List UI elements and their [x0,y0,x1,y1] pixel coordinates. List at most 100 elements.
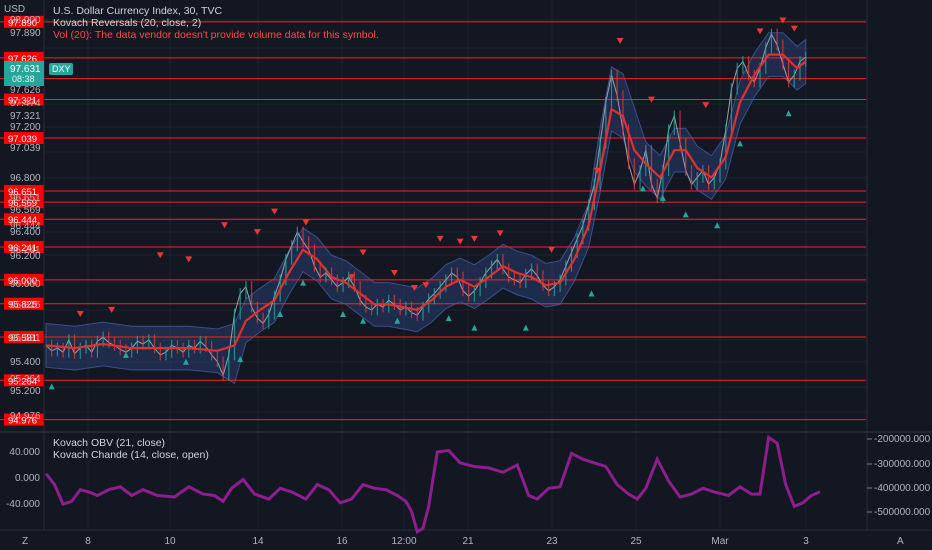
obv-line [44,434,821,535]
reversal-down-mark [616,37,624,44]
reversal-down-mark [422,282,430,289]
reversal-down-mark [647,96,655,103]
price-axis-label: 96.800 [10,173,41,184]
reversal-down-mark [359,249,367,256]
level-tag [4,413,44,426]
moving-average [45,53,807,352]
osc-right-label: -200000.000 [874,434,931,445]
price-axis-label: 96.241 [10,245,41,256]
time-axis-label: 3 [803,536,809,547]
reversal-up-mark [445,315,452,322]
reversal-down-mark [270,208,278,215]
legend-chande[interactable]: Kovach Chande (14, close, open) [53,449,209,461]
legend-obv[interactable]: Kovach OBV (21, close) [53,437,165,449]
reversal-down-mark [156,252,164,259]
level-tag [4,331,44,344]
price-axis-label: 97.474 [10,98,41,109]
price-axis-label: 96.200 [10,251,41,262]
osc-right-label: -400000.000 [874,483,931,494]
level-tag-label: 95.264 [8,376,37,387]
time-axis-label: 10 [164,536,176,547]
reversal-up-mark [300,279,307,286]
timezone-corner-left[interactable]: Z [22,536,28,547]
reversal-down-mark [221,222,229,229]
level-tag [4,51,44,64]
reversal-up-mark [737,140,744,147]
reversal-down-mark [348,274,356,281]
reversal-up-mark [237,356,244,363]
level-tag [4,297,44,310]
ma-line [45,53,807,352]
current-price-countdown: 08:38 [12,74,35,84]
reversal-up-mark [471,324,478,331]
price-axis-label: 95.200 [10,386,41,397]
level-tag-label: 97.039 [8,134,37,145]
current-price-bg [4,61,44,86]
price-axis[interactable]: 98.00097.89097.62697.47497.32197.20097.0… [10,15,41,422]
price-axis-label: 94.976 [10,411,41,422]
osc-left-label: 0.000 [15,473,40,484]
symbol-badge [49,63,73,75]
time-axis-label: 14 [252,536,264,547]
osc-right-label: -500000.000 [874,507,931,518]
reversal-up-mark [714,222,721,229]
price-axis-label: 95.400 [10,357,41,368]
reversal-down-mark [779,17,787,24]
current-price-tag: 97.631 08:38 DXY [4,61,73,86]
symbol-badge-label: DXY [52,64,71,74]
time-axis[interactable]: 8 10 14 16 12:00 21 23 25 Mar 3 [85,536,809,547]
time-axis-label: 12:00 [391,536,416,547]
osc-left-label: 40.000 [9,447,40,458]
reversal-up-mark [785,110,792,117]
reversal-down-mark [456,238,464,245]
reversal-down-mark [593,167,601,174]
reversal-up-mark [659,194,666,201]
currency-label: USD [4,4,25,15]
legend-reversals[interactable]: Kovach Reversals (20, close, 2) [53,17,201,29]
level-tag [4,374,44,387]
price-axis-label: 95.581 [10,333,41,344]
reversal-down-mark [253,229,261,236]
reversal-down-mark [302,219,310,226]
reversal-up-mark [394,317,401,324]
level-tag [4,240,44,253]
level-tag-label: 95.581 [8,333,37,344]
legend-volume[interactable]: Vol (20): The data vendor doesn't provid… [53,29,379,41]
price-axis-label: 97.321 [10,111,41,122]
price-axis-label: 95.825 [10,300,41,311]
price-axis-label: 96.400 [10,227,41,238]
reversal-down-mark [108,306,116,313]
level-tag-label: 97.626 [8,54,37,65]
level-tag-label: 97.321 [8,96,37,107]
reversal-down-mark [470,235,478,242]
time-axis-label: Mar [711,536,729,547]
reversal-down-mark [790,25,798,32]
price-axis-label: 97.626 [10,85,41,96]
auto-scale-button[interactable]: A [897,536,904,547]
osc-left-label: -40.000 [6,499,40,510]
reversal-down-mark [548,246,556,253]
reversal-down-mark [410,285,418,292]
price-axis-label: 97.200 [10,122,41,133]
price-axis-label: 97.890 [10,28,41,39]
level-tag [4,213,44,226]
reversal-up-mark [277,310,284,317]
band-area [45,32,807,385]
reversal-up-mark [360,317,367,324]
time-axis-label: 25 [630,536,642,547]
time-axis-label: 23 [546,536,558,547]
reversal-up-mark [340,310,347,317]
reversal-down-mark [390,270,398,277]
level-tag-label: 94.976 [8,416,37,427]
legend-title[interactable]: U.S. Dollar Currency Index, 30, TVC [53,5,222,17]
reversal-up-mark [48,383,55,390]
price-axis-label: 96.444 [10,221,41,232]
level-tag-label: 96.569 [8,198,37,209]
reversal-down-mark [496,230,504,237]
level-tag [4,184,44,197]
price-axis-label: 97.039 [10,143,41,154]
price-axis-label: 98.000 [10,15,41,26]
oscillator-axes[interactable]: 40.000 0.000 -40.000 -200000.000 -300000.000… [6,434,931,518]
level-tag [4,132,44,145]
